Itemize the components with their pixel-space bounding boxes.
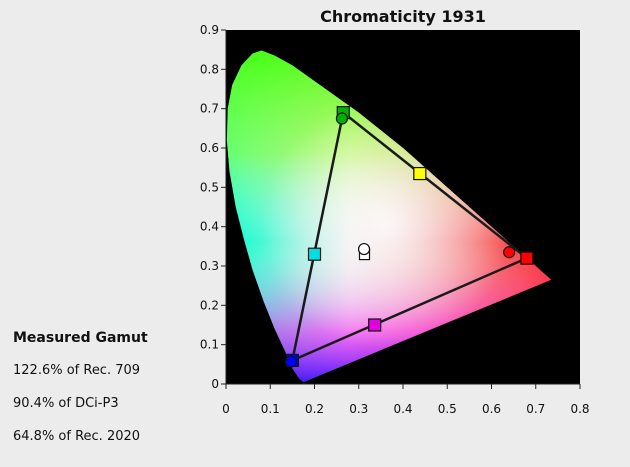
x-tick-label: 0.5 bbox=[438, 402, 457, 416]
target-cyan-marker bbox=[307, 247, 322, 261]
y-tick-label: 0 bbox=[211, 377, 219, 391]
measured-green-marker bbox=[335, 112, 349, 125]
target-magenta-marker bbox=[368, 318, 382, 332]
y-tick-label: 0.4 bbox=[200, 220, 219, 234]
y-tick-label: 0.3 bbox=[200, 259, 219, 273]
x-tick-label: 0.7 bbox=[526, 402, 545, 416]
gamut-panel: Measured Gamut 122.6% of Rec. 709 90.4% … bbox=[0, 0, 200, 463]
x-tick-label: 0.1 bbox=[261, 402, 280, 416]
target-yellow-marker bbox=[413, 166, 427, 181]
x-tick-label: 0 bbox=[222, 402, 230, 416]
measured-blue-marker bbox=[284, 355, 298, 368]
gamut-rec2020: 64.8% of Rec. 2020 bbox=[13, 429, 141, 444]
y-tick-label: 0.2 bbox=[200, 298, 219, 312]
measured-white-marker bbox=[357, 242, 371, 256]
x-tick-label: 0.2 bbox=[305, 402, 324, 416]
y-tick-label: 0.1 bbox=[200, 338, 219, 352]
x-tick-label: 0.4 bbox=[393, 402, 412, 416]
y-tick-label: 0.7 bbox=[200, 102, 219, 116]
gamut-rec709: 122.6% of Rec. 709 bbox=[13, 363, 141, 378]
gamut-title: Measured Gamut bbox=[13, 330, 148, 346]
measured-red-marker bbox=[503, 246, 516, 259]
y-tick-label: 0.8 bbox=[200, 62, 219, 76]
x-tick-label: 0.8 bbox=[570, 402, 589, 416]
target-gamut-triangle bbox=[290, 110, 530, 363]
target-red-marker bbox=[520, 251, 534, 265]
chart-title: Chromaticity 1931 bbox=[320, 7, 486, 26]
y-tick-label: 0.6 bbox=[200, 141, 219, 155]
y-tick-label: 0.5 bbox=[200, 180, 219, 194]
gamut-dcip3: 90.4% of DCi-P3 bbox=[13, 396, 119, 411]
x-tick-label: 0.3 bbox=[349, 402, 368, 416]
x-tick-label: 0.6 bbox=[482, 402, 501, 416]
y-tick-label: 0.9 bbox=[200, 23, 219, 37]
